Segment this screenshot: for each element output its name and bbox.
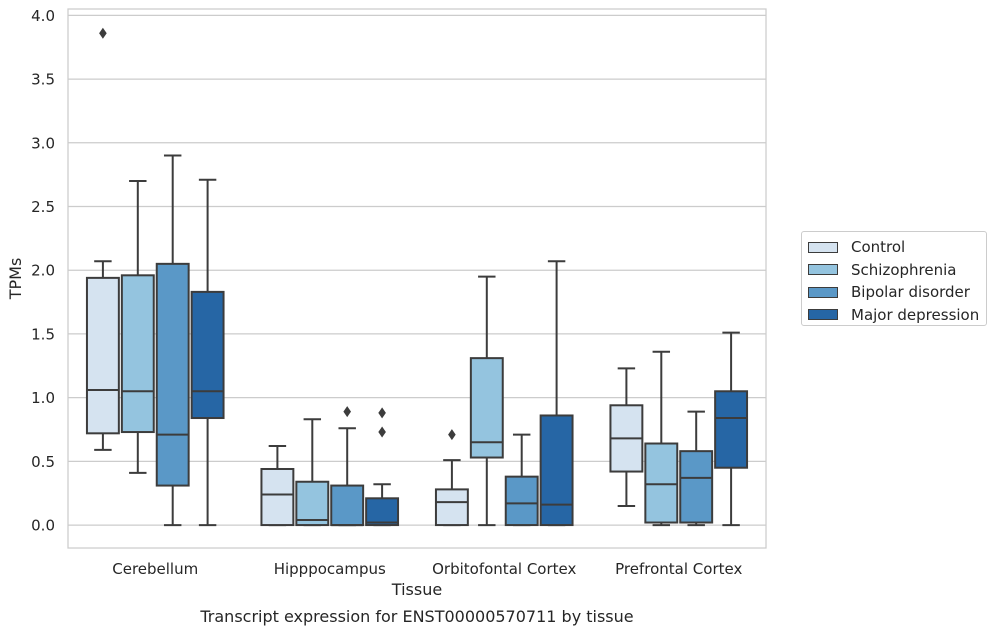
legend-swatch bbox=[808, 286, 838, 298]
outlier-point bbox=[343, 406, 351, 418]
iqr-box bbox=[539, 414, 574, 527]
iqr-box bbox=[469, 357, 504, 459]
x-tick-label: Prefrontal Cortex bbox=[615, 560, 742, 578]
legend-item: Major depression bbox=[808, 304, 986, 327]
y-tick-label: 2.0 bbox=[31, 262, 55, 280]
iqr-box bbox=[434, 488, 469, 527]
iqr-box bbox=[85, 276, 120, 435]
x-tick-label: Cerebellum bbox=[112, 560, 198, 578]
iqr-box bbox=[714, 390, 749, 469]
iqr-box bbox=[365, 497, 400, 527]
y-tick-label: 4.0 bbox=[31, 7, 55, 25]
iqr-box bbox=[295, 480, 330, 527]
box-schizophrenia bbox=[644, 350, 679, 527]
iqr-box bbox=[644, 442, 679, 524]
legend-item: Bipolar disorder bbox=[808, 281, 986, 304]
box-control bbox=[260, 445, 295, 527]
legend-label: Major depression bbox=[851, 305, 980, 324]
legend-swatch bbox=[808, 264, 838, 276]
iqr-box bbox=[330, 484, 365, 527]
y-tick-label: 1.0 bbox=[31, 389, 55, 407]
outlier-point bbox=[448, 429, 456, 441]
y-tick-label: 2.5 bbox=[31, 198, 55, 216]
iqr-box bbox=[155, 262, 190, 487]
y-tick-label: 3.0 bbox=[31, 134, 55, 152]
y-tick-label: 0.0 bbox=[31, 517, 55, 535]
x-axis-label: Tissue bbox=[391, 580, 442, 599]
outlier-point bbox=[378, 407, 386, 419]
box-bipolar-disorder bbox=[679, 410, 714, 527]
box-control bbox=[434, 429, 469, 527]
box-groups bbox=[85, 27, 749, 527]
box-schizophrenia bbox=[295, 418, 330, 527]
legend-item: Control bbox=[808, 236, 986, 259]
box-bipolar-disorder bbox=[330, 406, 365, 527]
box-major-depression bbox=[539, 260, 574, 527]
box-schizophrenia bbox=[120, 180, 155, 474]
box-schizophrenia bbox=[469, 275, 504, 527]
box-major-depression bbox=[190, 178, 225, 527]
x-axis-ticks: Cerebellum Hipppocampus Orbitofontal Corte… bbox=[112, 560, 742, 578]
y-tick-label: 1.5 bbox=[31, 325, 55, 343]
legend-swatch bbox=[808, 309, 838, 321]
chart-caption: Transcript expression for ENST0000057071… bbox=[199, 607, 633, 626]
legend-label: Bipolar disorder bbox=[851, 283, 970, 302]
box-bipolar-disorder bbox=[155, 154, 190, 527]
box-bipolar-disorder bbox=[504, 433, 539, 527]
box-control bbox=[609, 367, 644, 507]
plot-frame bbox=[67, 8, 767, 549]
iqr-box bbox=[260, 467, 295, 527]
legend: Control Schizophrenia Bipolar disorder Majo… bbox=[801, 231, 987, 326]
box-control bbox=[85, 27, 120, 451]
y-axis-ticks: 0.0 0.5 1.0 1.5 2.0 2.5 3.0 3.5 4.0 bbox=[31, 7, 55, 535]
y-axis-label: TPMs bbox=[6, 258, 25, 301]
legend-label: Schizophrenia bbox=[851, 260, 957, 279]
legend-item: Schizophrenia bbox=[808, 259, 986, 282]
outlier-point bbox=[378, 426, 386, 438]
y-tick-label: 0.5 bbox=[31, 453, 55, 471]
legend-label: Control bbox=[851, 238, 906, 257]
iqr-box bbox=[679, 450, 714, 524]
iqr-box bbox=[120, 274, 155, 434]
x-tick-label: Hipppocampus bbox=[274, 560, 386, 578]
x-tick-label: Orbitofontal Cortex bbox=[432, 560, 576, 578]
iqr-box bbox=[504, 475, 539, 527]
legend-swatch bbox=[808, 241, 838, 253]
iqr-box bbox=[190, 290, 225, 420]
outlier-point bbox=[99, 27, 107, 39]
y-tick-label: 3.5 bbox=[31, 71, 55, 89]
box-major-depression bbox=[365, 407, 400, 527]
box-major-depression bbox=[714, 331, 749, 527]
